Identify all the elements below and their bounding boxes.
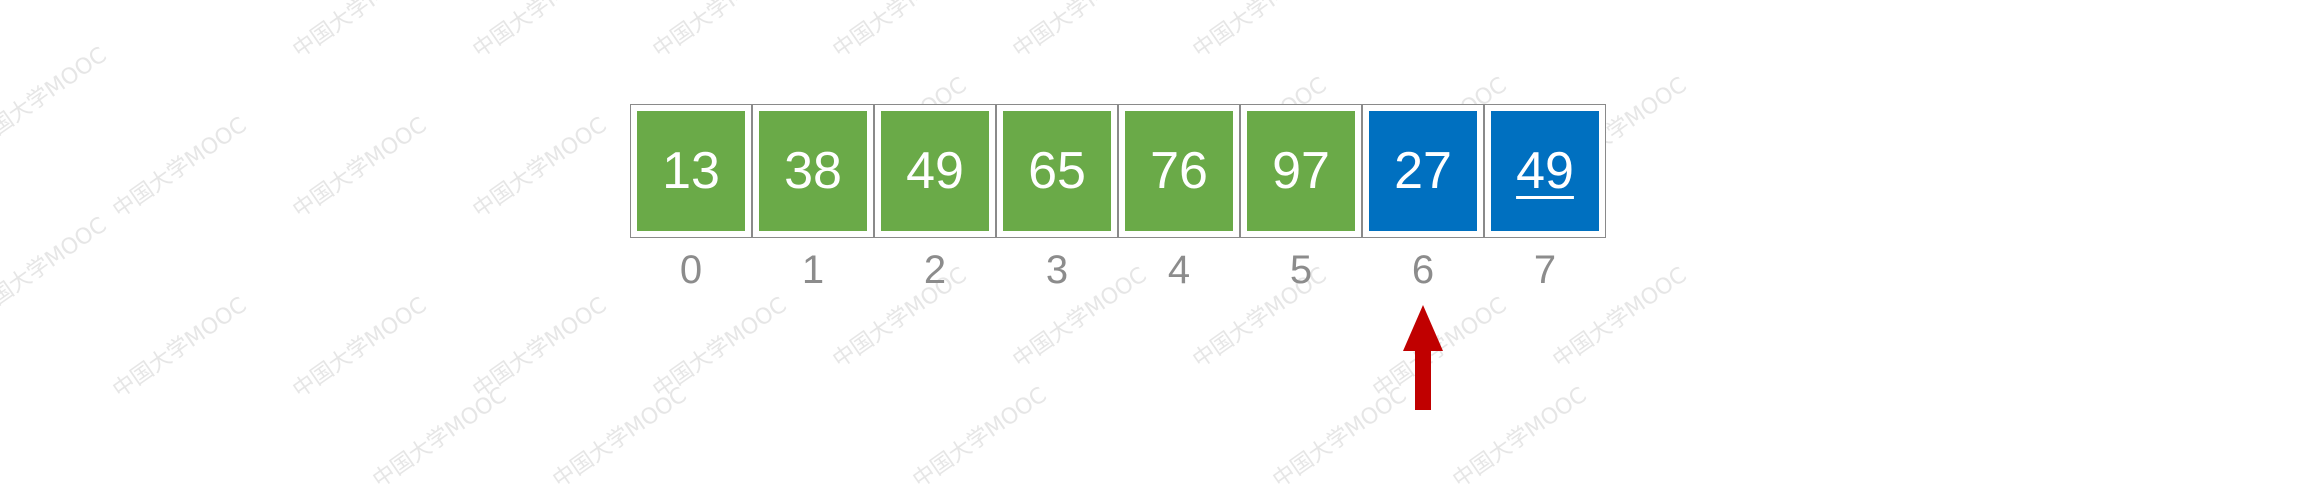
- watermark-text: 中国大学MOOC: [908, 382, 1052, 494]
- index-label: 3: [1045, 248, 1069, 292]
- sorted-cell-fill: 13: [637, 111, 745, 231]
- array-cell: 38: [752, 104, 874, 238]
- unsorted-cell-fill: 27: [1369, 111, 1477, 231]
- watermark-text: 中国大学MOOC: [468, 112, 612, 224]
- watermark-text: 中国大学MOOC: [0, 212, 112, 324]
- array-cell: 49: [1484, 104, 1606, 238]
- watermark-text: 中国大学MOOC: [288, 0, 432, 64]
- watermark-text: 中国大学MOOC: [108, 112, 252, 224]
- watermark-text: 中国大学MOOC: [368, 382, 512, 494]
- index-label: 7: [1533, 248, 1557, 292]
- cell-value: 76: [1150, 142, 1208, 200]
- watermark-text: 中国大学MOOC: [828, 0, 972, 64]
- cell-value: 65: [1028, 142, 1086, 200]
- cell-value: 97: [1272, 142, 1330, 200]
- watermark-text: 中国大学MOOC: [468, 0, 612, 64]
- cell-value: 27: [1394, 142, 1452, 200]
- watermark-text: 中国大学MOOC: [648, 292, 792, 404]
- watermark-text: 中国大学MOOC: [548, 382, 692, 494]
- sorted-cell-fill: 76: [1125, 111, 1233, 231]
- array-cell: 65: [996, 104, 1118, 238]
- array-cell: 76: [1118, 104, 1240, 238]
- sorted-cell-fill: 97: [1247, 111, 1355, 231]
- cell-value: 38: [784, 142, 842, 200]
- sorted-cell-fill: 65: [1003, 111, 1111, 231]
- index-label: 4: [1167, 248, 1191, 292]
- index-label: 5: [1289, 248, 1313, 292]
- watermark-text: 中国大学MOOC: [288, 292, 432, 404]
- watermark-text: 中国大学MOOC: [288, 112, 432, 224]
- sorted-cell-fill: 49: [881, 111, 989, 231]
- array-cell: 49: [874, 104, 996, 238]
- pointer-arrow-icon: [1403, 305, 1443, 410]
- watermark-text: 中国大学MOOC: [648, 0, 792, 64]
- watermark-text: 中国大学MOOC: [108, 292, 252, 404]
- cell-value: 49: [906, 142, 964, 200]
- sort-diagram: 中国大学MOOC 中国大学MOOC 中国大学MOOC 中国大学MOOC 中国大学MOOC…: [0, 0, 1691, 493]
- index-label: 0: [679, 248, 703, 292]
- index-label: 2: [923, 248, 947, 292]
- array-cell: 13: [630, 104, 752, 238]
- cell-value: 13: [662, 142, 720, 200]
- watermark-text: 中国大学MOOC: [1188, 0, 1332, 64]
- pointer-arrow-head: [1403, 305, 1443, 410]
- array-cells: 13 38 49 65 76 97 27 49: [630, 104, 1606, 240]
- array-cell: 97: [1240, 104, 1362, 238]
- watermark-text: 中国大学MOOC: [1268, 382, 1412, 494]
- array-cell: 27: [1362, 104, 1484, 238]
- unsorted-cell-fill: 49: [1491, 111, 1599, 231]
- watermark-text: 中国大学MOOC: [1008, 0, 1152, 64]
- index-label: 1: [801, 248, 825, 292]
- sorted-cell-fill: 38: [759, 111, 867, 231]
- index-label: 6: [1411, 248, 1435, 292]
- cell-value: 49: [1516, 142, 1574, 200]
- watermark-text: 中国大学MOOC: [0, 42, 112, 154]
- watermark-text: 中国大学MOOC: [468, 292, 612, 404]
- watermark-text: 中国大学MOOC: [1448, 382, 1592, 494]
